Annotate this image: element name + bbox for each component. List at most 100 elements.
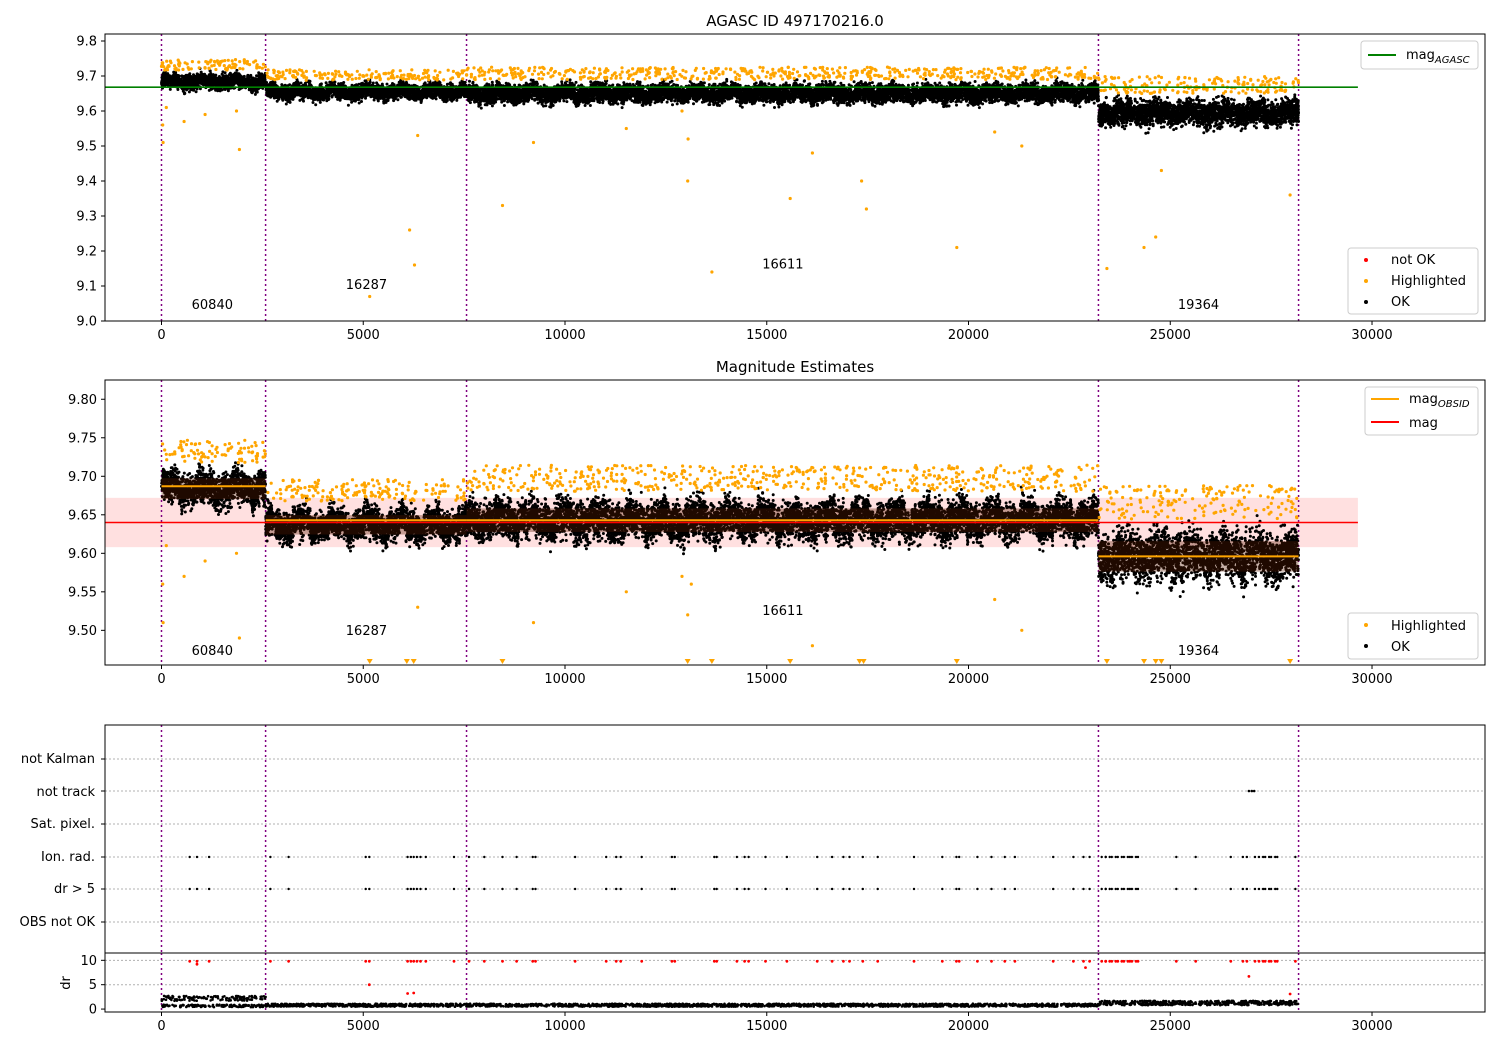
highlighted-point — [421, 77, 424, 80]
highlighted-point — [276, 74, 279, 77]
ok-point — [243, 78, 246, 81]
ok-point — [403, 92, 406, 95]
ok-point — [346, 95, 349, 98]
highlighted-point — [288, 68, 291, 71]
ok-point — [431, 97, 434, 100]
highlighted-point — [391, 70, 394, 73]
highlighted-point — [354, 77, 357, 80]
highlighted-point — [169, 60, 172, 63]
ok-point — [400, 88, 403, 91]
ok-point — [400, 82, 403, 85]
highlighted-point — [434, 69, 437, 72]
ok-point — [161, 84, 164, 87]
highlighted-point — [177, 59, 180, 62]
ok-point — [349, 95, 352, 98]
ok-point — [224, 81, 227, 84]
highlighted-point — [314, 74, 317, 77]
highlighted-point — [197, 61, 200, 64]
ok-point — [259, 80, 262, 83]
highlighted-point — [337, 70, 340, 73]
ok-point — [421, 89, 424, 92]
ok-point — [362, 90, 365, 93]
highlighted-point — [246, 62, 249, 65]
highlighted-point — [284, 77, 287, 80]
ok-point — [172, 71, 175, 74]
ok-point — [359, 94, 362, 97]
highlighted-point — [175, 67, 178, 70]
ok-point — [192, 73, 195, 76]
highlighted-point — [461, 77, 464, 80]
ok-point — [383, 97, 386, 100]
ok-point — [285, 97, 288, 100]
ok-point — [319, 98, 322, 101]
highlighted-point — [350, 73, 353, 76]
ok-point — [280, 83, 283, 86]
highlighted-point — [161, 61, 164, 64]
highlighted-point — [305, 79, 308, 82]
highlighted-point — [399, 76, 402, 79]
ok-point — [372, 82, 375, 85]
ok-point — [218, 78, 221, 81]
highlighted-point — [438, 71, 441, 74]
ok-point — [254, 93, 257, 96]
ok-point — [267, 95, 270, 98]
ok-point — [455, 93, 458, 96]
highlighted-point — [238, 67, 241, 70]
ok-point — [244, 81, 247, 84]
highlighted-point — [338, 74, 341, 77]
highlighted-point — [344, 71, 347, 74]
ok-point — [237, 83, 240, 86]
ok-point — [319, 83, 322, 86]
ok-point — [216, 89, 219, 92]
ok-point — [452, 97, 455, 100]
highlighted-point — [262, 63, 265, 66]
ok-point — [417, 88, 420, 91]
ok-point — [439, 91, 442, 94]
ok-point — [296, 89, 299, 92]
ok-point — [354, 88, 357, 91]
highlighted-point — [387, 77, 390, 80]
ok-point — [420, 99, 423, 102]
ok-point — [407, 95, 410, 98]
ok-point — [164, 82, 167, 85]
highlighted-point — [181, 68, 184, 71]
ok-point — [384, 88, 387, 91]
ok-point — [177, 81, 180, 84]
ok-point — [459, 83, 462, 86]
ok-point — [349, 98, 352, 101]
highlighted-point — [264, 65, 267, 68]
ok-point — [296, 80, 299, 83]
ok-point — [353, 93, 356, 96]
ok-point — [380, 93, 383, 96]
highlighted-point — [271, 77, 274, 80]
ok-point — [284, 94, 287, 97]
highlighted-point — [379, 77, 382, 80]
ok-point — [343, 89, 346, 92]
ok-point — [367, 91, 370, 94]
ok-point — [408, 98, 411, 101]
ok-point — [176, 88, 179, 91]
highlighted-point — [358, 77, 361, 80]
ok-point — [359, 91, 362, 94]
ok-point — [386, 83, 389, 86]
ok-point — [195, 90, 198, 93]
ok-point — [446, 98, 449, 101]
ok-point — [370, 89, 373, 92]
highlighted-point — [233, 63, 236, 66]
ok-point — [387, 99, 390, 102]
highlighted-point — [434, 77, 437, 80]
ok-point — [313, 91, 316, 94]
ok-point — [183, 91, 186, 94]
ok-point — [289, 89, 292, 92]
highlighted-point — [367, 78, 370, 81]
ok-point — [333, 93, 336, 96]
ok-point — [344, 97, 347, 100]
ok-point — [165, 75, 168, 78]
highlighted-point — [414, 77, 417, 80]
ok-point — [327, 98, 330, 101]
ok-point — [442, 94, 445, 97]
highlighted-point — [370, 74, 373, 77]
highlighted-point — [318, 71, 321, 74]
ok-point — [195, 78, 198, 81]
